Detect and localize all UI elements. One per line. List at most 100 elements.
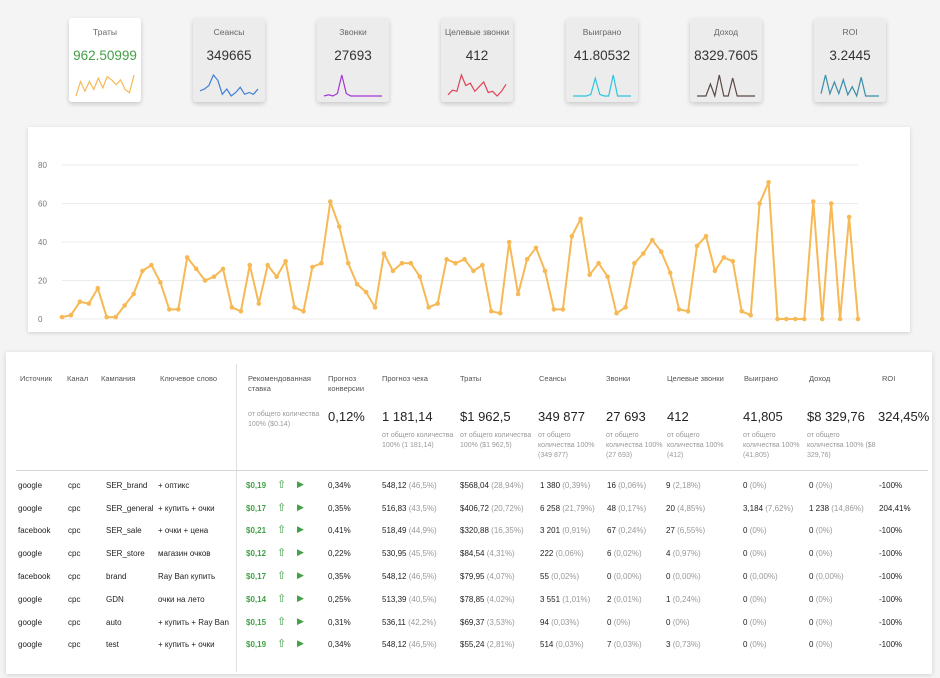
data-point[interactable] bbox=[667, 270, 673, 276]
data-point[interactable] bbox=[515, 291, 521, 297]
data-point[interactable] bbox=[363, 289, 369, 295]
data-point[interactable] bbox=[176, 307, 181, 312]
data-point[interactable] bbox=[319, 260, 324, 266]
data-point[interactable] bbox=[220, 266, 226, 272]
apply-bid-play-icon[interactable]: ▶ bbox=[297, 638, 304, 648]
data-point[interactable] bbox=[345, 260, 351, 266]
data-point[interactable] bbox=[497, 310, 503, 316]
kpi-card-won[interactable]: Выиграно 41.80532 bbox=[566, 18, 638, 102]
data-point[interactable] bbox=[158, 280, 163, 285]
table-row[interactable]: google cpc SER_general + купить + очки $0,17… bbox=[6, 499, 932, 521]
data-point[interactable] bbox=[739, 309, 744, 314]
data-point[interactable] bbox=[337, 224, 342, 229]
header-won[interactable]: Выиграно bbox=[744, 374, 778, 383]
data-point[interactable] bbox=[95, 285, 101, 291]
data-point[interactable] bbox=[489, 309, 494, 314]
header-roi[interactable]: ROI bbox=[882, 374, 896, 383]
data-point[interactable] bbox=[68, 312, 74, 318]
data-point[interactable] bbox=[480, 262, 485, 268]
apply-bid-play-icon[interactable]: ▶ bbox=[297, 570, 304, 580]
kpi-card-sessions[interactable]: Сеансы 349665 bbox=[193, 18, 265, 102]
data-point[interactable] bbox=[265, 262, 270, 268]
data-point[interactable] bbox=[524, 257, 530, 262]
data-point[interactable] bbox=[623, 305, 628, 310]
data-point[interactable] bbox=[748, 312, 753, 318]
data-point[interactable] bbox=[632, 260, 637, 266]
apply-bid-play-icon[interactable]: ▶ bbox=[297, 524, 304, 534]
data-point[interactable] bbox=[283, 259, 288, 264]
data-point[interactable] bbox=[256, 301, 262, 306]
kpi-card-spend[interactable]: Траты 962.50999 bbox=[69, 18, 141, 102]
kpi-card-revenue[interactable]: Доход 8329.7605 bbox=[690, 18, 762, 102]
header-calls[interactable]: Звонки bbox=[606, 374, 631, 383]
header-target-calls[interactable]: Целевые звонки bbox=[667, 374, 724, 383]
data-point[interactable] bbox=[533, 245, 539, 251]
data-point[interactable] bbox=[453, 260, 458, 266]
table-row[interactable]: google cpc GDN очки на лето $0,14 0,25% 513,39… bbox=[6, 590, 932, 612]
data-point[interactable] bbox=[614, 310, 619, 316]
table-row[interactable]: google cpc SER_brand + оптикс $0,19 0,34% 548,… bbox=[6, 476, 932, 498]
data-point[interactable] bbox=[444, 257, 449, 262]
data-point[interactable] bbox=[193, 266, 199, 272]
header-conversion[interactable]: Прогноз конверсии bbox=[328, 374, 365, 393]
kpi-card-target-calls[interactable]: Целевые звонки 412 bbox=[441, 18, 513, 102]
data-point[interactable] bbox=[587, 272, 592, 277]
data-point[interactable] bbox=[238, 309, 244, 314]
data-point[interactable] bbox=[712, 268, 718, 274]
data-point[interactable] bbox=[766, 180, 771, 185]
data-point[interactable] bbox=[471, 268, 476, 274]
data-point[interactable] bbox=[247, 262, 253, 268]
data-point[interactable] bbox=[122, 303, 127, 308]
data-point[interactable] bbox=[417, 274, 423, 279]
data-point[interactable] bbox=[721, 255, 727, 260]
data-point[interactable] bbox=[784, 316, 789, 322]
header-keyword[interactable]: Ключевое слово bbox=[160, 374, 218, 383]
header-source[interactable]: Источник bbox=[20, 374, 53, 383]
data-point[interactable] bbox=[104, 314, 109, 320]
data-point[interactable] bbox=[435, 301, 440, 306]
header-spend[interactable]: Траты bbox=[460, 374, 482, 383]
data-point[interactable] bbox=[381, 251, 387, 256]
data-point[interactable] bbox=[310, 264, 315, 270]
data-point[interactable] bbox=[837, 316, 843, 322]
data-point[interactable] bbox=[408, 260, 414, 266]
data-point[interactable] bbox=[292, 305, 297, 310]
data-point[interactable] bbox=[793, 316, 798, 322]
header-revenue[interactable]: Доход bbox=[809, 374, 831, 383]
data-point[interactable] bbox=[59, 314, 65, 320]
data-point[interactable] bbox=[462, 257, 467, 262]
data-point[interactable] bbox=[113, 314, 118, 320]
kpi-card-roi[interactable]: ROI 3.2445 bbox=[814, 18, 886, 102]
data-point[interactable] bbox=[578, 216, 583, 222]
apply-bid-play-icon[interactable]: ▶ bbox=[297, 479, 304, 489]
data-point[interactable] bbox=[328, 199, 333, 204]
data-point[interactable] bbox=[149, 262, 154, 268]
table-row[interactable]: facebook cpc brand Ray Ban купить $0,17 0,35%… bbox=[6, 567, 932, 589]
apply-bid-play-icon[interactable]: ▶ bbox=[297, 616, 304, 626]
data-point[interactable] bbox=[542, 268, 548, 274]
data-point[interactable] bbox=[650, 237, 655, 243]
data-point[interactable] bbox=[694, 243, 700, 249]
kpi-card-calls[interactable]: Звонки 27693 bbox=[317, 18, 389, 102]
data-point[interactable] bbox=[77, 299, 83, 304]
data-point[interactable] bbox=[641, 251, 646, 256]
data-point[interactable] bbox=[131, 291, 136, 297]
header-bid[interactable]: Рекомендованная ставка bbox=[248, 374, 311, 393]
data-point[interactable] bbox=[819, 316, 825, 322]
data-point[interactable] bbox=[811, 199, 816, 204]
table-row[interactable]: google cpc auto + купить + Ray Ban $0,15 0,31… bbox=[6, 613, 932, 635]
apply-bid-play-icon[interactable]: ▶ bbox=[297, 547, 304, 557]
header-campaign[interactable]: Кампания bbox=[101, 374, 136, 383]
data-point[interactable] bbox=[167, 307, 172, 312]
data-point[interactable] bbox=[569, 233, 575, 239]
data-point[interactable] bbox=[596, 260, 601, 266]
data-point[interactable] bbox=[560, 307, 566, 312]
data-point[interactable] bbox=[184, 255, 190, 260]
data-point[interactable] bbox=[301, 309, 306, 314]
data-point[interactable] bbox=[703, 233, 709, 239]
data-point[interactable] bbox=[828, 201, 834, 206]
data-point[interactable] bbox=[390, 268, 396, 274]
table-row[interactable]: facebook cpc SER_sale + очки + цена $0,21 0,4… bbox=[6, 521, 932, 543]
data-point[interactable] bbox=[86, 301, 92, 306]
data-point[interactable] bbox=[274, 274, 279, 279]
